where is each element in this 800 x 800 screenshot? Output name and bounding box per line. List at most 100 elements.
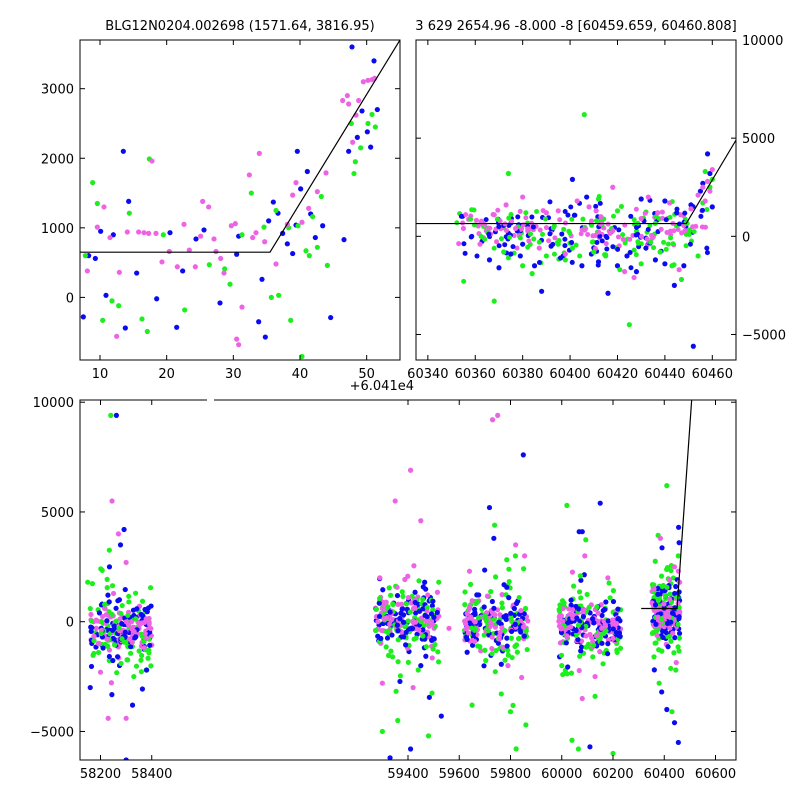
data-point-blue [605, 651, 611, 657]
data-point-green [239, 232, 245, 238]
data-point-green [109, 583, 116, 589]
data-point-magenta [583, 633, 589, 639]
data-point-blue [481, 604, 487, 610]
data-point-magenta [605, 575, 611, 581]
x-tick-label: 60420 [597, 367, 638, 382]
data-point-magenta [416, 627, 422, 633]
data-point-magenta [707, 188, 713, 194]
data-point-green [498, 691, 504, 697]
data-point-green [669, 709, 675, 715]
data-point-magenta [492, 624, 499, 630]
data-point-blue [676, 630, 683, 637]
data-point-green [435, 659, 442, 665]
data-point-magenta [654, 632, 660, 638]
data-point-magenta [407, 467, 414, 473]
data-point-green [139, 652, 145, 659]
data-point-green [385, 652, 392, 659]
data-point-green [516, 635, 522, 641]
data-point-magenta [306, 205, 312, 211]
data-point-magenta [123, 559, 129, 566]
data-point-blue [403, 642, 409, 648]
x-tick-label: 60460 [692, 367, 733, 382]
data-point-blue [690, 343, 696, 349]
data-point-green [415, 667, 421, 673]
data-point-blue [569, 239, 575, 245]
y-tick-label: 0 [66, 616, 74, 631]
data-point-green [555, 241, 561, 247]
data-point-blue [483, 217, 489, 223]
data-point-green [551, 251, 557, 257]
data-point-blue [616, 632, 622, 639]
data-point-green [610, 750, 616, 757]
data-point-green [430, 607, 436, 613]
data-point-blue [123, 757, 129, 760]
data-point-blue [709, 204, 715, 210]
data-point-green [395, 637, 401, 643]
data-point-green [472, 626, 478, 632]
data-point-green [352, 159, 358, 165]
data-point-magenta [673, 659, 679, 666]
data-point-green [432, 641, 438, 648]
data-point-magenta [579, 695, 585, 702]
data-point-green [560, 671, 566, 678]
model-line-top-left [80, 40, 400, 253]
data-point-blue [407, 746, 414, 752]
data-point-green [483, 617, 489, 623]
data-point-green [550, 225, 556, 231]
data-point-blue [462, 250, 468, 256]
data-point-magenta [521, 553, 528, 559]
data-point-green [673, 667, 679, 673]
data-point-magenta [97, 669, 104, 675]
data-point-magenta [356, 97, 362, 104]
data-point-magenta [398, 601, 405, 607]
data-point-green [507, 709, 514, 715]
data-point-magenta [123, 715, 129, 721]
data-point-magenta [503, 227, 509, 233]
data-point-magenta [464, 624, 470, 630]
data-point-green [430, 646, 436, 652]
data-point-blue [193, 236, 199, 242]
data-point-green [106, 547, 112, 553]
data-point-magenta [709, 166, 715, 173]
data-point-green [607, 595, 613, 601]
y-tick-label: −5000 [30, 725, 74, 740]
data-point-green [686, 228, 692, 234]
data-point-green [379, 728, 385, 735]
data-point-magenta [108, 680, 115, 686]
data-point-green [614, 208, 621, 214]
data-point-magenta [610, 635, 616, 641]
data-point-magenta [667, 596, 673, 602]
data-point-magenta [107, 234, 113, 241]
data-point-green [663, 246, 669, 252]
data-point-magenta [99, 613, 106, 620]
data-point-green [559, 663, 565, 669]
data-point-blue [431, 614, 437, 620]
data-point-blue [398, 610, 404, 616]
data-point-green [372, 124, 378, 130]
data-point-blue [605, 641, 611, 647]
data-point-blue [688, 202, 694, 208]
data-point-green [557, 608, 563, 615]
data-point-green [664, 483, 670, 489]
data-point-magenta [638, 233, 644, 239]
x-tick-label: 60400 [644, 767, 685, 782]
data-point-green [568, 670, 574, 676]
data-point-blue [469, 233, 475, 239]
x-tick-label: 60380 [502, 367, 543, 382]
data-point-blue [122, 629, 128, 635]
data-point-green [471, 207, 477, 213]
data-point-blue [88, 663, 95, 670]
data-point-blue [154, 296, 160, 302]
data-point-blue [504, 643, 510, 649]
data-point-blue [294, 148, 300, 154]
data-point-green [133, 616, 139, 622]
data-point-blue [610, 244, 616, 250]
data-point-magenta [556, 618, 562, 624]
data-point-magenta [105, 715, 111, 721]
data-point-blue [429, 603, 435, 609]
data-point-green [482, 647, 488, 653]
data-point-magenta [93, 625, 99, 631]
data-point-green [435, 649, 441, 655]
data-point-green [506, 566, 512, 572]
